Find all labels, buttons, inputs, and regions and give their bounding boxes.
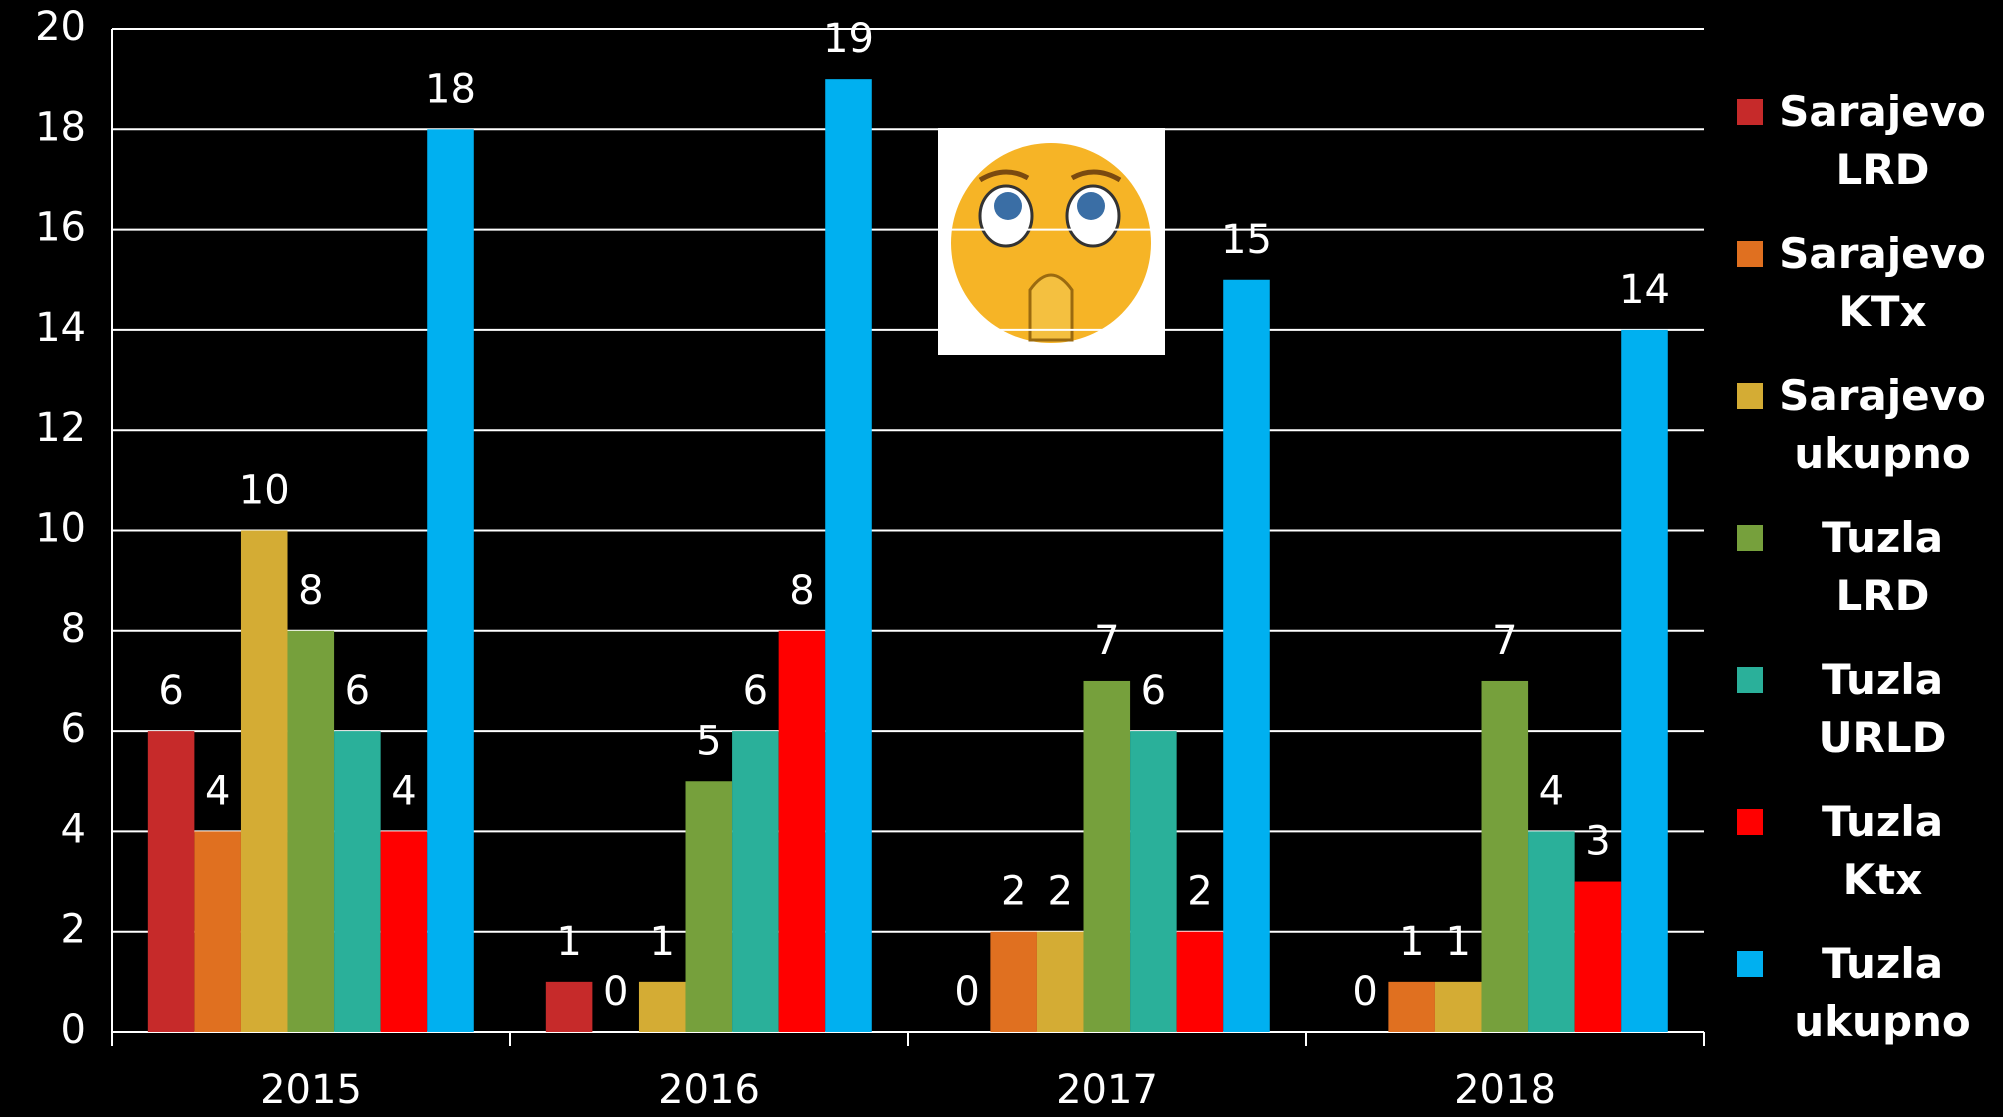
bar	[778, 630, 826, 1032]
data-label: 3	[1585, 819, 1610, 865]
bar	[380, 831, 428, 1032]
legend-swatch	[1737, 667, 1763, 693]
bar	[1528, 831, 1575, 1032]
legend-label: Tuzla URLD	[1818, 655, 1947, 762]
data-label: 6	[345, 668, 370, 714]
legend-label: Sarajevo LRD	[1779, 87, 1986, 194]
data-label: 7	[1492, 618, 1517, 664]
y-tick-label: 20	[35, 4, 86, 50]
y-tick-label: 14	[35, 305, 86, 351]
bar	[1388, 981, 1435, 1032]
bar	[147, 731, 195, 1032]
legend-entry: Tuzla URLD	[1737, 651, 1997, 767]
data-label: 7	[1094, 618, 1119, 664]
bar	[427, 129, 474, 1033]
bar	[1036, 931, 1084, 1032]
legend-label: Tuzla ukupno	[1794, 939, 1971, 1046]
data-label: 2	[1001, 869, 1026, 915]
bar	[1130, 731, 1177, 1032]
legend-swatch	[1737, 99, 1763, 125]
legend-label: Tuzla LRD	[1821, 513, 1944, 620]
bar	[1223, 279, 1270, 1032]
x-tick-label: 2018	[1454, 1067, 1556, 1113]
data-label: 1	[1446, 919, 1471, 965]
bar	[334, 731, 381, 1032]
legend-entry: Sarajevo ukupno	[1737, 367, 1997, 483]
data-label: 10	[239, 468, 290, 514]
y-tick-label: 18	[35, 104, 86, 150]
y-tick-label: 4	[61, 806, 86, 852]
data-label: 1	[556, 919, 581, 965]
data-label: 1	[1399, 919, 1424, 965]
bar	[1481, 680, 1529, 1032]
data-label: 6	[1141, 668, 1166, 714]
y-tick-label: 6	[61, 706, 86, 752]
bar	[240, 530, 288, 1032]
data-label: 1	[650, 919, 675, 965]
bar	[1621, 329, 1668, 1032]
data-label: 8	[298, 568, 323, 614]
bar	[732, 731, 779, 1032]
data-label: 8	[789, 568, 814, 614]
legend-entry: Tuzla Ktx	[1737, 793, 1997, 909]
bar	[545, 981, 593, 1032]
emoji	[938, 128, 1165, 355]
legend-swatch	[1737, 241, 1763, 267]
y-tick-label: 2	[61, 907, 86, 953]
bar	[287, 630, 335, 1032]
data-label: 19	[823, 16, 874, 62]
bar	[1083, 680, 1131, 1032]
bar	[685, 781, 733, 1032]
x-tick-label: 2017	[1056, 1067, 1158, 1113]
data-label: 5	[696, 718, 721, 764]
bar	[638, 981, 686, 1032]
legend-entry: Tuzla LRD	[1737, 509, 1997, 625]
y-tick-label: 16	[35, 205, 86, 251]
bar	[990, 931, 1037, 1032]
legend-entry: Sarajevo LRD	[1737, 83, 1997, 199]
y-tick-label: 8	[61, 606, 86, 652]
bar	[1574, 881, 1622, 1032]
data-label: 18	[425, 66, 476, 112]
legend-label: Tuzla Ktx	[1821, 797, 1944, 904]
data-label: 0	[954, 969, 979, 1015]
legend-entry: Tuzla ukupno	[1737, 935, 1997, 1051]
bar	[1434, 981, 1482, 1032]
legend-swatch	[1737, 809, 1763, 835]
x-tick-label: 2016	[658, 1067, 760, 1113]
data-label: 2	[1048, 869, 1073, 915]
bar	[1176, 931, 1224, 1032]
y-tick-label: 12	[35, 405, 86, 451]
legend-swatch	[1737, 951, 1763, 977]
x-tick-label: 2015	[260, 1067, 362, 1113]
legend-swatch	[1737, 383, 1763, 409]
y-tick-label: 0	[61, 1007, 86, 1053]
legend-swatch	[1737, 525, 1763, 551]
data-label: 0	[603, 969, 628, 1015]
bar	[194, 831, 241, 1032]
data-label: 6	[743, 668, 768, 714]
data-label: 15	[1221, 217, 1272, 263]
legend-label: Sarajevo KTx	[1779, 229, 1986, 336]
data-label: 14	[1619, 267, 1670, 313]
data-label: 0	[1352, 969, 1377, 1015]
y-tick-label: 10	[35, 506, 86, 552]
data-label: 4	[1539, 768, 1564, 814]
data-label: 4	[391, 768, 416, 814]
data-label: 6	[158, 668, 183, 714]
legend-label: Sarajevo ukupno	[1779, 371, 1986, 478]
bar	[825, 79, 872, 1032]
data-label: 2	[1187, 869, 1212, 915]
data-label: 4	[205, 768, 230, 814]
legend-entry: Sarajevo KTx	[1737, 225, 1997, 341]
